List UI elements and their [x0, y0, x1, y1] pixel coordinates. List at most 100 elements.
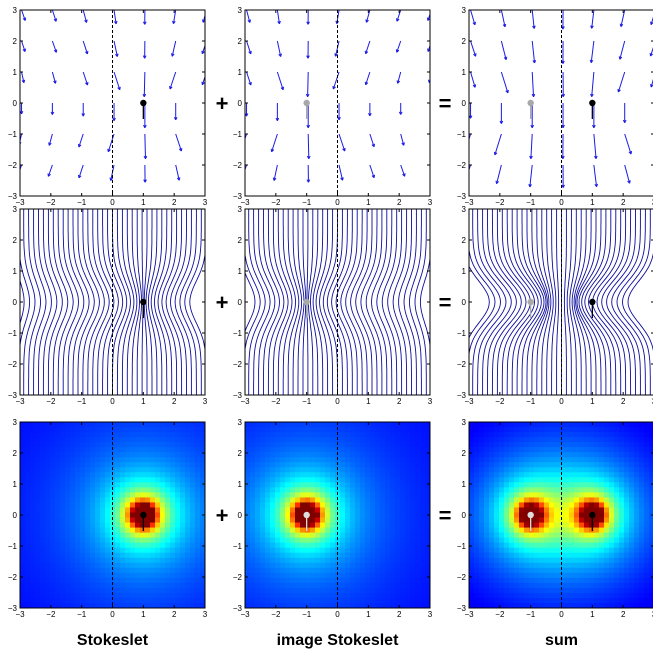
- heat-cell: [300, 547, 306, 554]
- heat-cell: [100, 582, 106, 589]
- arrow-head: [529, 155, 533, 160]
- heat-cell: [315, 567, 321, 574]
- heat-cell: [255, 587, 261, 594]
- velocity-arrow: [593, 133, 597, 159]
- heat-cell: [499, 592, 505, 599]
- heat-cell: [260, 517, 266, 524]
- heat-cell: [390, 467, 396, 473]
- heat-cell: [300, 442, 306, 448]
- heat-cell: [265, 502, 271, 509]
- streamline: [165, 209, 183, 395]
- heat-cell: [529, 562, 535, 569]
- heat-cell: [105, 577, 111, 584]
- heat-cell: [255, 602, 261, 608]
- heat-cell: [105, 467, 111, 473]
- heat-cell: [469, 492, 475, 499]
- heat-cell: [305, 497, 311, 504]
- heat-cell: [275, 462, 281, 468]
- heat-cell: [30, 517, 36, 524]
- heat-cell: [489, 592, 495, 599]
- heat-cell: [135, 452, 141, 458]
- heat-cell: [110, 487, 116, 493]
- heat-cell: [95, 537, 101, 544]
- streamline: [365, 209, 383, 395]
- heat-cell: [559, 557, 565, 564]
- streamline: [506, 209, 535, 395]
- heat-cell: [330, 502, 336, 509]
- heat-cell: [190, 592, 196, 599]
- heat-cell: [564, 522, 570, 529]
- heat-cell: [155, 532, 161, 539]
- heat-cell: [474, 472, 480, 478]
- arrow-head: [465, 146, 468, 149]
- heat-cell: [110, 587, 116, 594]
- heat-cell: [290, 457, 296, 463]
- heat-cell: [400, 572, 406, 579]
- heat-cell: [125, 427, 131, 433]
- heat-cell: [474, 587, 480, 594]
- heat-cell: [624, 462, 630, 468]
- heat-cell: [519, 547, 525, 554]
- heat-cell: [340, 532, 346, 539]
- heat-cell: [55, 537, 61, 544]
- heat-cell: [295, 482, 301, 488]
- heat-cell: [370, 527, 376, 534]
- heat-cell: [135, 462, 141, 468]
- heat-cell: [55, 497, 61, 504]
- heat-cell: [325, 592, 331, 599]
- heat-cell: [559, 552, 565, 559]
- heat-cell: [614, 557, 620, 564]
- heat-cell: [90, 542, 96, 549]
- heat-cell: [509, 527, 515, 534]
- heat-cell: [554, 432, 560, 438]
- heat-cell: [50, 492, 56, 499]
- arrow-head: [117, 86, 121, 91]
- heat-cell: [295, 572, 301, 579]
- heat-cell: [180, 597, 186, 604]
- x-tick-label: 1: [590, 397, 595, 406]
- heat-cell: [604, 562, 610, 569]
- heat-cell: [425, 502, 430, 509]
- heat-cell: [50, 552, 56, 559]
- heat-cell: [594, 492, 600, 499]
- velocity-arrow: [369, 164, 375, 178]
- heat-cell: [150, 602, 156, 608]
- heat-cell: [195, 442, 201, 448]
- heat-cell: [285, 547, 291, 554]
- heat-cell: [45, 507, 51, 514]
- heat-cell: [340, 427, 346, 433]
- heat-cell: [140, 442, 146, 448]
- heat-cell: [504, 592, 510, 599]
- heat-cell: [250, 442, 256, 448]
- heat-cell: [265, 592, 271, 599]
- heat-cell: [300, 592, 306, 599]
- heat-cell: [50, 582, 56, 589]
- heat-cell: [195, 452, 201, 458]
- heat-cell: [375, 597, 381, 604]
- heat-cell: [509, 457, 515, 463]
- heat-cell: [649, 542, 653, 549]
- heat-cell: [300, 502, 306, 509]
- heat-cell: [589, 487, 595, 493]
- heat-cell: [125, 437, 131, 443]
- heat-cell: [110, 502, 116, 509]
- heat-cell: [40, 567, 46, 574]
- heat-cell: [175, 542, 181, 549]
- heat-cell: [639, 522, 645, 529]
- velocity-arrow: [650, 47, 653, 57]
- heat-cell: [539, 457, 545, 463]
- stokeslet-point: [589, 298, 596, 306]
- heat-cell: [330, 537, 336, 544]
- heat-cell: [130, 422, 136, 428]
- heat-cell: [40, 602, 46, 608]
- heat-cell: [265, 512, 271, 519]
- heat-cell: [599, 477, 605, 483]
- heat-cell: [255, 547, 261, 554]
- heat-cell: [609, 502, 615, 509]
- heat-cell: [180, 447, 186, 453]
- heat-cell: [534, 452, 540, 458]
- heat-cell: [549, 552, 555, 559]
- heat-cell: [415, 597, 421, 604]
- heat-cell: [350, 547, 356, 554]
- heat-cell: [150, 467, 156, 473]
